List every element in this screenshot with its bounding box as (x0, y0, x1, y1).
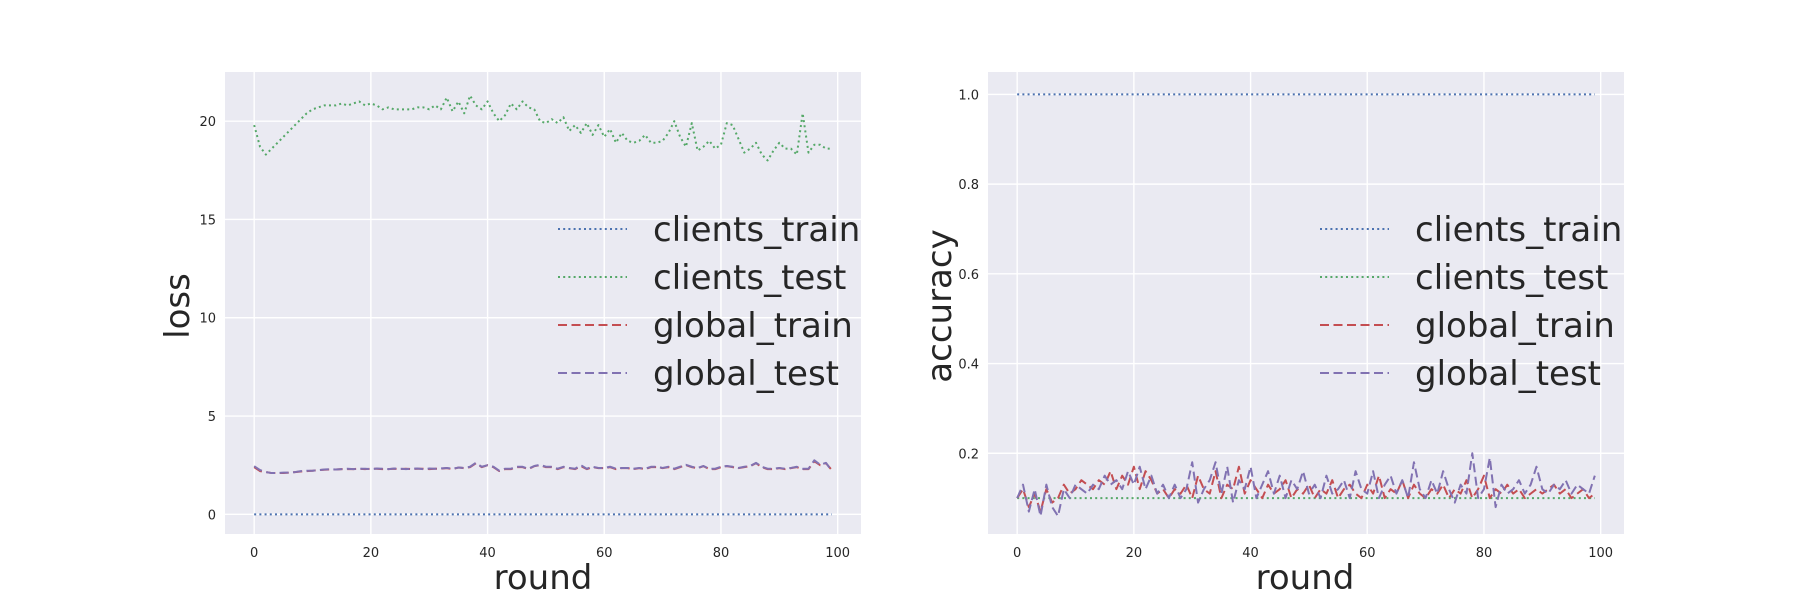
x-tick-label: 40 (1242, 546, 1259, 561)
x-tick-label: 20 (1126, 546, 1143, 561)
legend-label-global-train: global_train (653, 306, 853, 346)
y-tick-label: 0 (208, 508, 216, 523)
y-tick-label: 0.6 (958, 268, 979, 283)
accuracy-x-axis-label: round (1256, 558, 1355, 598)
accuracy-subplot: 0 20 40 60 80 100 0.2 0.4 0.6 0.8 1.0 round accur… (920, 72, 1624, 598)
x-tick-label: 80 (713, 546, 730, 561)
series-line-global-train (1016, 465, 1596, 513)
y-tick-label: 5 (208, 410, 216, 425)
x-tick-label: 40 (479, 546, 496, 561)
x-tick-label: 100 (825, 546, 850, 561)
legend-label-clients-test: clients_test (653, 258, 846, 298)
x-tick-label: 60 (596, 546, 613, 561)
x-tick-label: 0 (250, 546, 258, 561)
legend-label-clients-test: clients_test (1415, 258, 1608, 298)
legend-label-clients-train: clients_train (1415, 210, 1622, 250)
accuracy-legend: clients_train clients_test global_train … (1320, 210, 1622, 394)
accuracy-x-ticks: 0 20 40 60 80 100 (1013, 546, 1613, 561)
y-tick-label: 1.0 (958, 88, 979, 103)
legend-label-clients-train: clients_train (653, 210, 860, 250)
legend-label-global-test: global_test (653, 354, 839, 394)
loss-y-ticks: 0 5 10 15 20 (199, 115, 216, 523)
loss-y-axis-label: loss (158, 273, 198, 339)
y-tick-label: 0.2 (958, 447, 979, 462)
y-tick-label: 0.4 (958, 358, 979, 373)
accuracy-series (1016, 93, 1596, 518)
x-tick-label: 60 (1359, 546, 1376, 561)
loss-legend: clients_train clients_test global_train … (558, 210, 860, 394)
loss-plot-area (225, 72, 861, 534)
x-tick-label: 100 (1588, 546, 1613, 561)
accuracy-grid (988, 72, 1624, 534)
y-tick-label: 15 (199, 213, 216, 228)
x-tick-label: 80 (1476, 546, 1493, 561)
y-tick-label: 20 (199, 115, 216, 130)
loss-subplot: 0 20 40 60 80 100 0 5 10 15 20 round loss clients… (158, 72, 861, 598)
x-tick-label: 20 (363, 546, 380, 561)
y-tick-label: 0.8 (958, 178, 979, 193)
x-tick-label: 0 (1013, 546, 1021, 561)
legend-label-global-train: global_train (1415, 306, 1615, 346)
loss-grid (225, 72, 861, 534)
loss-series (253, 94, 833, 516)
accuracy-plot-area (988, 72, 1624, 534)
series-line-global-test (1016, 452, 1596, 518)
accuracy-y-axis-label: accuracy (920, 229, 960, 382)
loss-x-axis-label: round (494, 558, 593, 598)
series-line-global-test (253, 459, 833, 475)
accuracy-y-ticks: 0.2 0.4 0.6 0.8 1.0 (958, 88, 979, 462)
y-tick-label: 10 (199, 312, 216, 327)
series-line-clients-test (253, 94, 832, 162)
loss-x-ticks: 0 20 40 60 80 100 (250, 546, 850, 561)
legend-label-global-test: global_test (1415, 354, 1601, 394)
